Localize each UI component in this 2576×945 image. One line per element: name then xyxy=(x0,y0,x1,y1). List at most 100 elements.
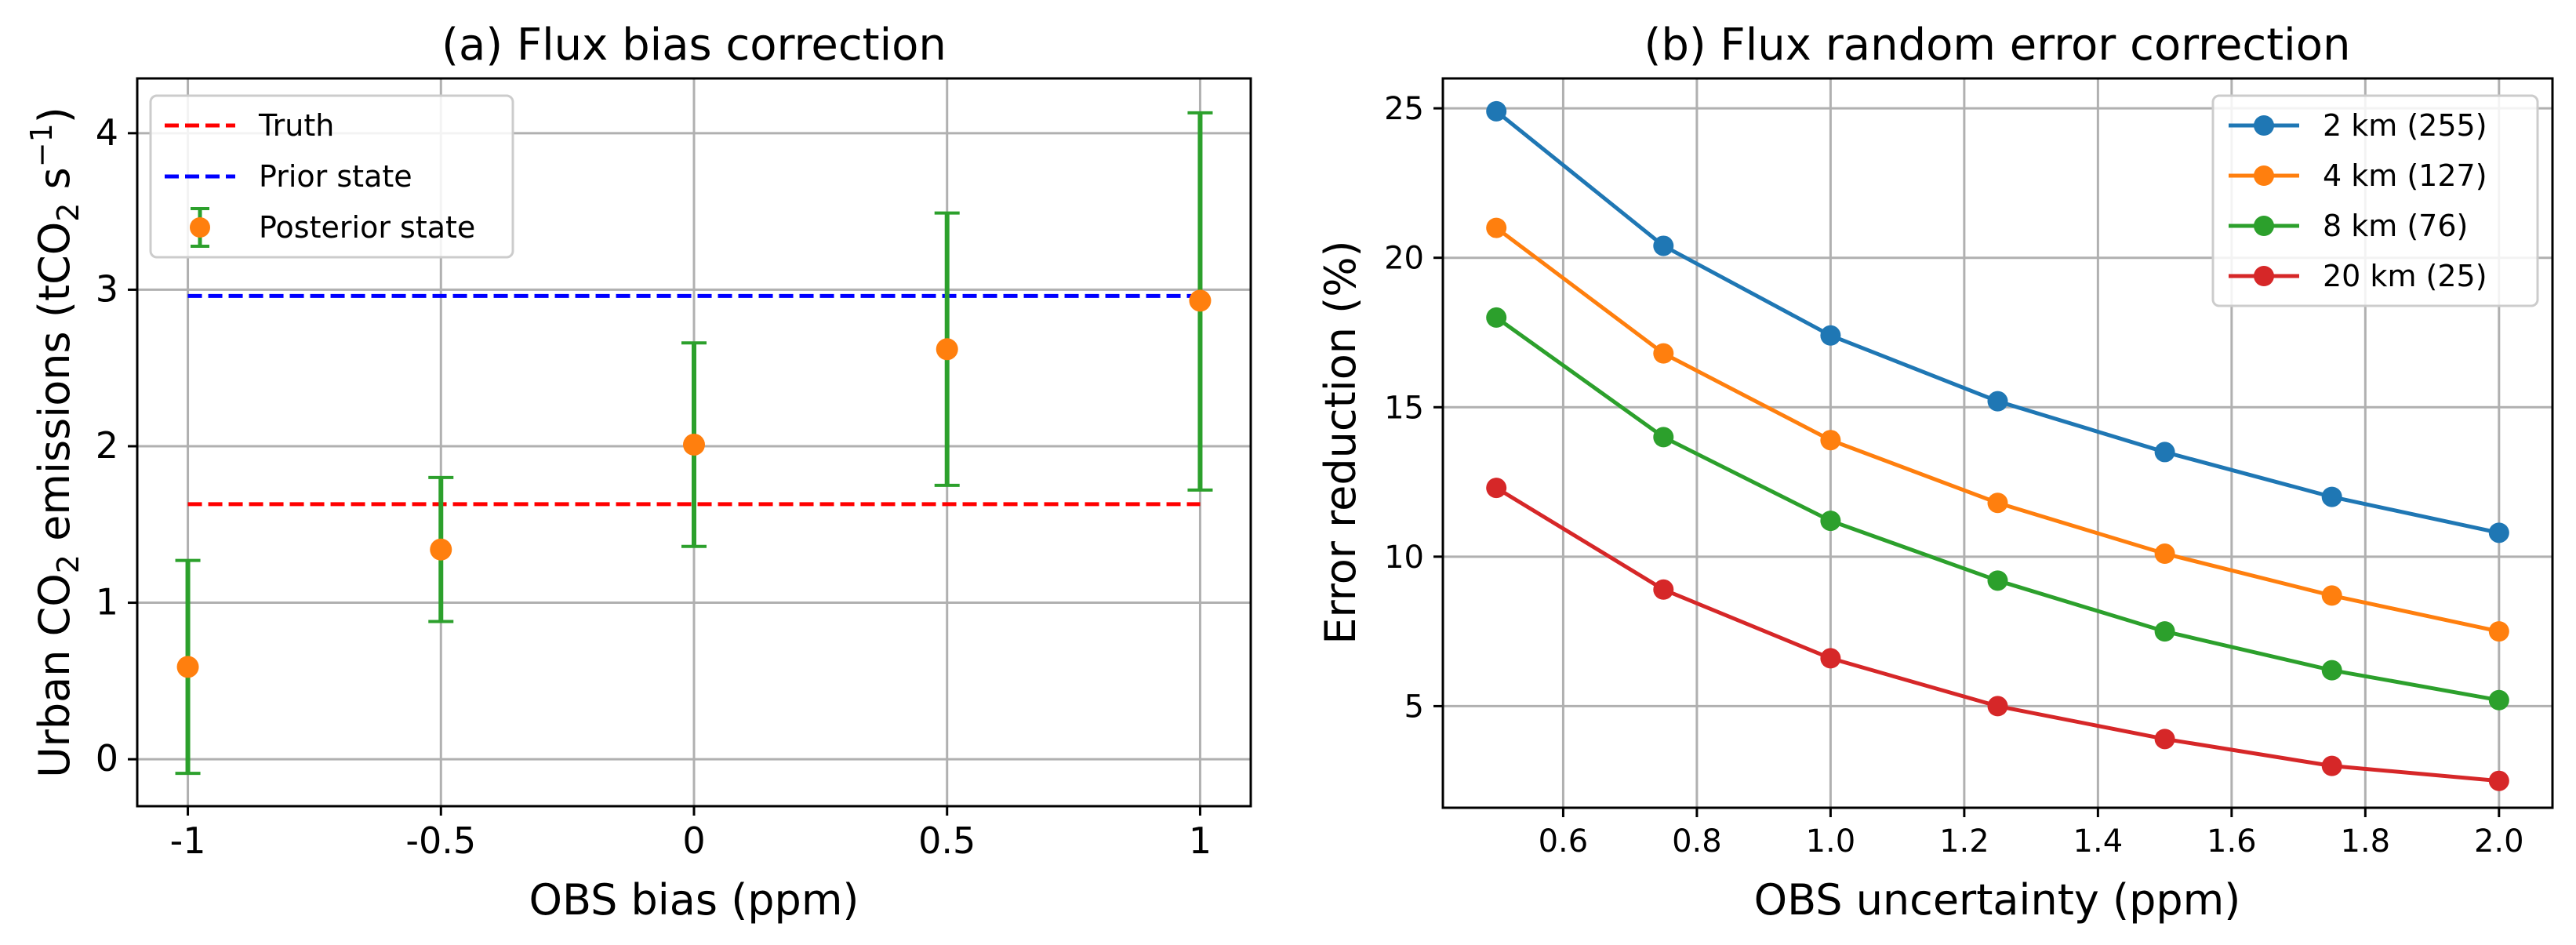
series-point xyxy=(2154,442,2175,463)
series-0 xyxy=(1486,100,2509,543)
panel-a-xticks: -1 -0.5 0 0.5 1 xyxy=(170,806,1212,862)
panel-b: 0.6 0.8 1.0 1.2 1.4 1.6 1.8 2.0 5 10 15 20 25 (b) F… xyxy=(1316,20,2554,925)
series-point xyxy=(1486,478,1507,499)
panel-a-xtick-label: 0.5 xyxy=(918,820,976,862)
legend-series-marker xyxy=(2254,115,2274,136)
series-point xyxy=(2488,689,2509,711)
series-point xyxy=(2488,522,2509,543)
panel-a-ytick-label: 4 xyxy=(96,111,118,154)
panel-b-legend: 2 km (255) 4 km (127) 8 km (76) 20 km (25) xyxy=(2211,94,2539,307)
series-point xyxy=(2321,755,2342,776)
legend-box xyxy=(149,94,514,259)
series-point xyxy=(1653,579,1674,600)
series-1 xyxy=(1486,217,2509,642)
panel-a-ytick-label: 2 xyxy=(96,424,118,467)
panel-a-title: (a) Flux bias correction xyxy=(441,20,946,71)
panel-b-ytick-label: 20 xyxy=(1384,241,1424,277)
panel-b-xtick-label: 1.8 xyxy=(2341,823,2391,860)
panel-a-lines xyxy=(187,293,1201,507)
series-point xyxy=(1486,100,1507,122)
panel-a-legend: Truth Prior state Posterior state xyxy=(149,94,514,259)
panel-b-frame xyxy=(1441,77,2554,809)
panel-b-ytick-label: 10 xyxy=(1384,540,1424,576)
ylabel-part: emissions (tCO xyxy=(30,222,79,554)
series-point xyxy=(1653,235,1674,256)
panel-b-ytick-label: 5 xyxy=(1404,689,1424,725)
ylabel-subscript: 2 xyxy=(51,203,85,222)
series-point xyxy=(2321,486,2342,507)
panel-a-points xyxy=(176,289,1212,678)
series-point xyxy=(2321,585,2342,606)
panel-b-xlabel: OBS uncertainty (ppm) xyxy=(1754,875,2241,925)
posterior-point xyxy=(683,433,705,456)
panel-a: -1 -0.5 0 0.5 1 0 1 2 3 4 (a) Flux bias correcti… xyxy=(24,20,1252,925)
panel-b-series xyxy=(1486,100,2509,791)
series-point xyxy=(1486,307,1507,328)
panel-a-ylabel: Urban CO2 emissions (tCO2 s−1) xyxy=(24,107,85,778)
panel-a-xtick-label: -1 xyxy=(170,820,206,862)
series-point xyxy=(1987,492,2008,514)
panel-a-xtick-label: -0.5 xyxy=(405,820,476,862)
series-point xyxy=(1820,511,1841,532)
legend-prior-label: Prior state xyxy=(259,159,412,194)
series-point xyxy=(2154,621,2175,642)
panel-b-xtick-label: 1.6 xyxy=(2207,823,2257,860)
panel-a-yticks: 0 1 2 3 4 xyxy=(96,111,137,780)
series-point xyxy=(2154,543,2175,565)
panel-b-xtick-label: 2.0 xyxy=(2474,823,2524,860)
ylabel-subscript: 2 xyxy=(51,554,85,573)
legend-series-label: 4 km (127) xyxy=(2323,158,2487,193)
panel-b-title: (b) Flux random error correction xyxy=(1644,20,2350,71)
panel-b-ylabel: Error reduction (%) xyxy=(1316,240,1365,644)
panel-a-ytick-label: 0 xyxy=(96,737,118,780)
posterior-point xyxy=(430,538,452,561)
series-point xyxy=(1820,648,1841,669)
series-3 xyxy=(1486,478,2509,791)
series-point xyxy=(2488,770,2509,791)
series-point xyxy=(2154,729,2175,750)
legend-series-marker xyxy=(2254,165,2274,186)
series-point xyxy=(1987,570,2008,591)
series-line xyxy=(1495,486,2500,783)
panel-a-xlabel: OBS bias (ppm) xyxy=(529,875,859,925)
legend-series-marker xyxy=(2254,266,2274,286)
panel-b-xtick-label: 0.8 xyxy=(1672,823,1722,860)
legend-series-label: 8 km (76) xyxy=(2323,209,2468,243)
series-point xyxy=(2488,621,2509,642)
panel-b-xtick-label: 1.4 xyxy=(2073,823,2124,860)
legend-series-label: 20 km (25) xyxy=(2323,259,2487,293)
legend-series-marker xyxy=(2254,216,2274,236)
panel-a-ytick-label: 3 xyxy=(96,267,118,310)
panel-b-xticks: 0.6 0.8 1.0 1.2 1.4 1.6 1.8 2.0 xyxy=(1539,808,2524,860)
panel-a-xtick-label: 0 xyxy=(682,820,705,862)
panel-b-xtick-label: 1.2 xyxy=(1939,823,1989,860)
series-point xyxy=(2321,660,2342,681)
posterior-point xyxy=(936,338,958,361)
series-point xyxy=(1987,696,2008,717)
posterior-point xyxy=(176,656,199,678)
ylabel-part: Urban CO xyxy=(30,573,79,778)
panel-b-xtick-label: 1.0 xyxy=(1806,823,1856,860)
ylabel-part: s xyxy=(30,167,79,202)
legend-posterior-label: Posterior state xyxy=(259,210,475,245)
series-2 xyxy=(1486,307,2509,711)
legend-series-label: 2 km (255) xyxy=(2323,108,2487,143)
series-point xyxy=(1987,391,2008,412)
ylabel-part: ) xyxy=(30,107,79,123)
panel-a-ytick-label: 1 xyxy=(96,581,118,623)
series-point xyxy=(1653,343,1674,364)
legend-posterior-marker xyxy=(190,217,210,238)
posterior-point xyxy=(1189,289,1212,312)
series-point xyxy=(1486,217,1507,238)
series-point xyxy=(1653,427,1674,448)
series-point xyxy=(1820,325,1841,346)
legend-truth-label: Truth xyxy=(258,108,334,143)
ylabel-superscript: −1 xyxy=(24,123,59,167)
legend-posterior-swatch xyxy=(190,207,210,248)
panel-b-xtick-label: 0.6 xyxy=(1539,823,1589,860)
legend-box xyxy=(2211,94,2539,307)
series-point xyxy=(1820,430,1841,451)
panel-b-yticks: 5 10 15 20 25 xyxy=(1384,91,1443,725)
panel-b-ytick-label: 25 xyxy=(1384,91,1424,127)
